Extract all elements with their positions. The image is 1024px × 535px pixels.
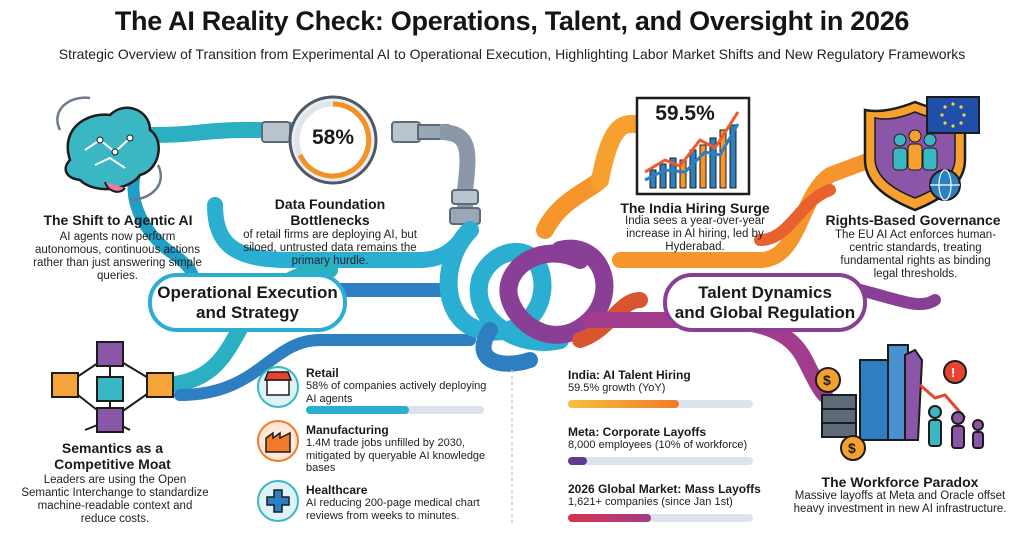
growth-chart-icon — [635, 96, 751, 196]
metric-desc: 8,000 employees (10% of workforce) — [568, 439, 748, 451]
ribbon-upper-right — [754, 184, 836, 246]
metric-item-india: India: AI Talent Hiring 59.5% growth (Yo… — [568, 368, 768, 408]
ribbon-knot-to-rights — [612, 152, 878, 268]
ribbon-semantics-to-knot — [174, 334, 476, 401]
brain-icon — [56, 96, 163, 202]
sector-desc: AI reducing 200-page medical chart revie… — [306, 497, 480, 522]
paradox-body: Massive layoffs at Meta and Oracle offse… — [793, 490, 1007, 515]
page-title: The AI Reality Check: Operations, Talent… — [114, 6, 910, 36]
left-section-title: Operational Execution and Strategy — [157, 283, 338, 322]
agentic-body: AI agents now perform autonomous, contin… — [33, 231, 202, 282]
alert-icon: ! — [951, 365, 955, 380]
cube-network-icon — [51, 341, 174, 433]
workforce-icon-glyphs: $ $ ! — [823, 365, 955, 456]
india-surge-body: India sees a year-over-year increase in … — [625, 215, 765, 253]
sector-icons — [257, 366, 299, 522]
retail-progress-fill — [306, 406, 410, 414]
meta-progress-bar — [568, 457, 753, 465]
sector-item-retail: Retail 58% of companies actively deployi… — [306, 366, 496, 414]
sector-name: Manufacturing — [306, 423, 389, 437]
india-progress-fill — [568, 400, 679, 408]
agentic-heading: The Shift to Agentic AI — [43, 212, 193, 228]
sector-name: Retail — [306, 366, 339, 380]
magnifier-gauge-icon — [288, 95, 378, 185]
paradox-heading: The Workforce Paradox — [821, 474, 979, 490]
data-foundation-body: of retail firms are deploying AI, but si… — [243, 229, 417, 267]
dollar-icon: $ — [848, 440, 856, 456]
sector-name: Healthcare — [306, 483, 368, 497]
dollar-icon: $ — [823, 372, 831, 388]
sector-item-manufacturing: Manufacturing 1.4M trade jobs unfilled b… — [306, 423, 496, 475]
rights-heading: Rights-Based Governance — [825, 212, 1001, 228]
global-progress-fill — [568, 514, 652, 522]
globe-icon — [929, 169, 961, 201]
left-section-pill — [148, 273, 347, 332]
eu-flag-icon — [926, 96, 980, 134]
global-progress-bar — [568, 514, 753, 522]
semantics-heading: Semantics as a Competitive Moat — [54, 440, 171, 472]
metric-name: India: AI Talent Hiring — [568, 368, 691, 382]
page-subtitle: Strategic Overview of Transition from Ex… — [58, 46, 966, 62]
data-foundation-heading: Data Foundation Bottlenecks — [274, 196, 386, 228]
retail-progress-bar — [306, 406, 484, 414]
ribbon-right-purple — [854, 284, 941, 311]
meta-progress-fill — [568, 457, 587, 465]
metric-item-global: 2026 Global Market: Mass Layoffs 1,621+ … — [568, 482, 778, 522]
metric-name: 2026 Global Market: Mass Layoffs — [568, 482, 761, 496]
sector-desc: 1.4M trade jobs unfilled by 2030, mitiga… — [306, 437, 486, 474]
workforce-paradox-icon — [815, 344, 984, 461]
india-progress-bar — [568, 400, 753, 408]
ribbon-top-left — [142, 122, 308, 143]
metric-desc: 59.5% growth (YoY) — [568, 382, 666, 394]
metric-item-meta: Meta: Corporate Layoffs 8,000 employees … — [568, 425, 778, 465]
metric-desc: 1,621+ companies (since Jan 1st) — [568, 496, 733, 508]
rights-body: The EU AI Act enforces human-centric sta… — [834, 229, 997, 280]
india-surge-heading: The India Hiring Surge — [620, 200, 770, 216]
ribbon-knot-to-india — [591, 114, 649, 189]
semantics-body: Leaders are using the Open Semantic Inte… — [21, 474, 209, 525]
metric-name: Meta: Corporate Layoffs — [568, 425, 707, 439]
sector-desc: 58% of companies actively deploying AI a… — [306, 380, 487, 405]
right-section-title: Talent Dynamics and Global Regulation — [674, 283, 856, 322]
data-foundation-stat: 58% — [311, 126, 355, 149]
india-surge-stat: 59.5% — [655, 102, 715, 125]
right-section-pill — [663, 273, 867, 332]
sector-item-healthcare: Healthcare AI reducing 200-page medical … — [306, 483, 496, 522]
